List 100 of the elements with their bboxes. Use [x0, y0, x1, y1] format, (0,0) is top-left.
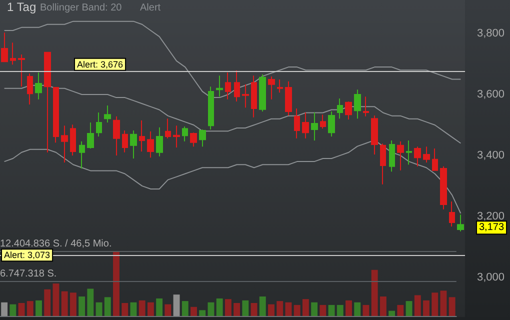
bar: [448, 297, 456, 316]
y-tick-label: 3,600: [477, 88, 505, 100]
candlestick: [371, 115, 378, 156]
ref-line-label: 6.747.318 S.: [0, 268, 57, 280]
candlestick: [242, 84, 249, 108]
text: 3,173: [479, 222, 504, 234]
candlestick: [449, 200, 455, 227]
bar: [78, 296, 86, 316]
bar: [302, 299, 309, 316]
bar: [10, 304, 16, 316]
candlestick: [165, 118, 171, 139]
bar: [380, 296, 386, 316]
ref-line-label: 12.404.836 S. / 46,5 Mio.: [0, 238, 112, 250]
bar: [362, 304, 370, 316]
candlestick: [328, 111, 335, 138]
bar: [36, 300, 42, 316]
candlestick: [259, 74, 266, 112]
bar: [242, 300, 249, 316]
bar: [336, 304, 344, 316]
candlestick: [406, 140, 412, 166]
bar: [182, 301, 188, 316]
line-series: [4, 20, 462, 98]
candlestick: [225, 72, 231, 100]
bar: [122, 303, 128, 316]
candlestick: [397, 140, 404, 171]
y-tick-label: 3,200: [477, 210, 505, 222]
line-series: [4, 140, 462, 214]
bar: [354, 302, 361, 316]
candlestick: [70, 124, 76, 156]
candlestick: [389, 140, 395, 172]
bar: [52, 284, 60, 316]
candlestick: [251, 75, 257, 118]
bar: [1, 302, 8, 316]
candlestick: [268, 76, 275, 100]
bar: [397, 304, 404, 316]
bar: [294, 304, 300, 316]
chart-title: 1 Tag: [7, 0, 36, 14]
annotation: Bollinger Band: 20: [40, 2, 122, 14]
line-series: [4, 84, 462, 144]
bar: [26, 301, 34, 316]
bar: [87, 288, 94, 316]
candlestick: [302, 112, 309, 139]
candlestick: [96, 112, 102, 138]
bar: [234, 303, 240, 316]
candlestick: [139, 120, 145, 152]
bar: [250, 303, 258, 316]
bar: [432, 292, 438, 316]
candlestick: [190, 132, 197, 148]
bar: [61, 291, 68, 316]
candlestick: [363, 96, 369, 117]
candlestick: [440, 166, 447, 210]
candlestick: [285, 80, 292, 116]
bar: [414, 295, 421, 316]
candlestick: [311, 112, 318, 142]
ref-line-label: Alert: 3,073: [4, 250, 50, 260]
candlestick: [156, 126, 163, 157]
bar: [113, 251, 120, 316]
bar: [18, 303, 25, 316]
bar: [328, 304, 335, 316]
candlestick: [130, 130, 137, 159]
candlestick: [18, 54, 25, 88]
bar: [138, 300, 146, 316]
bar: [130, 302, 137, 316]
candlestick: [414, 146, 421, 167]
candlestick: [44, 52, 51, 153]
candlestick: [208, 86, 214, 130]
candlestick: [87, 122, 94, 149]
bar: [96, 302, 102, 316]
bar: [199, 310, 206, 316]
candlestick: [457, 214, 464, 232]
candlestick: [320, 114, 326, 130]
candlestick: [113, 116, 120, 156]
candlestick: [104, 104, 111, 124]
candlestick: [345, 101, 352, 120]
candlestick: [277, 79, 283, 94]
candlestick: [79, 140, 85, 170]
candlestick: [27, 72, 33, 106]
ref-line-label: Alert: 3,676: [77, 59, 124, 70]
bar: [320, 304, 326, 316]
candlestick: [337, 98, 343, 120]
bar: [346, 300, 352, 316]
candlestick: [432, 148, 438, 171]
candlestick: [182, 126, 188, 142]
bar: [311, 302, 318, 316]
candlestick: [380, 143, 386, 185]
candlestick: [122, 130, 128, 153]
candlestick: [216, 75, 223, 98]
bar: [276, 301, 284, 316]
bar: [44, 289, 51, 316]
bar: [224, 299, 232, 316]
bar: [216, 298, 223, 316]
bar: [268, 304, 274, 316]
bar: [285, 302, 292, 316]
candlestick: [61, 125, 68, 163]
bar: [104, 297, 111, 316]
candlestick: [10, 42, 16, 66]
candlestick: [35, 72, 42, 100]
candlestick: [354, 89, 361, 120]
candlestick: [234, 70, 240, 102]
bar: [423, 300, 430, 316]
